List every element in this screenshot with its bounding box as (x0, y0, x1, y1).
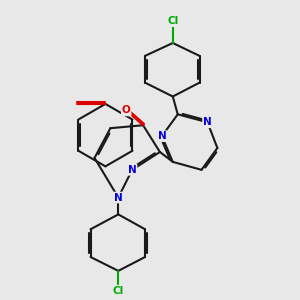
Text: O: O (122, 105, 130, 116)
Text: Cl: Cl (167, 16, 178, 26)
Text: N: N (114, 193, 123, 202)
Text: N: N (203, 117, 212, 127)
Text: N: N (158, 131, 166, 141)
Text: N: N (128, 165, 136, 175)
Text: Cl: Cl (113, 286, 124, 296)
